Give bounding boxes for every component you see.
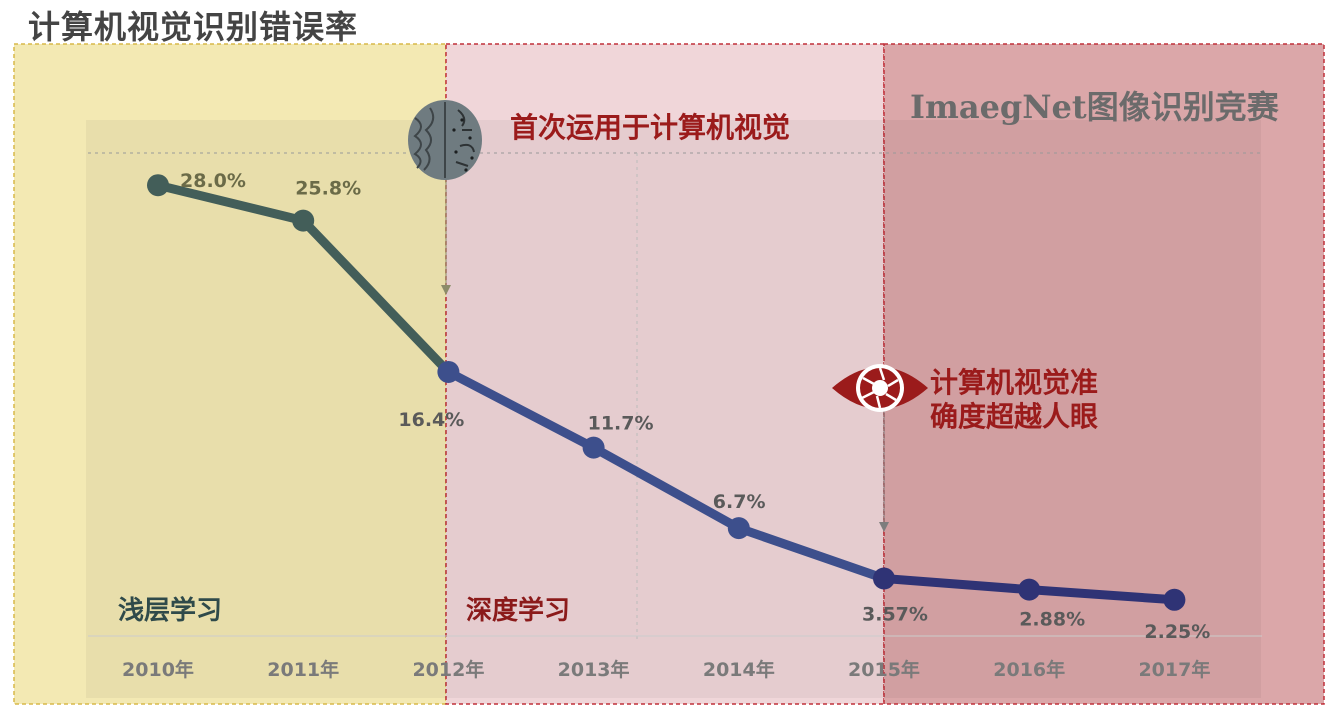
x-tick-label-2: 2012年 xyxy=(412,658,484,681)
data-label-7: 2.25% xyxy=(1144,621,1210,643)
data-point-4 xyxy=(727,517,750,540)
line-segment-1 xyxy=(298,216,453,377)
data-label-4: 6.7% xyxy=(713,491,766,513)
x-tick-label-7: 2017年 xyxy=(1138,658,1210,681)
camera-eye-icon xyxy=(832,364,928,412)
data-point-1 xyxy=(292,209,315,232)
line-segment-2 xyxy=(443,367,599,453)
data-label-3: 11.7% xyxy=(588,413,654,435)
data-point-3 xyxy=(582,436,605,459)
arrow-2015-head xyxy=(879,522,889,532)
arrow-2012-head xyxy=(441,285,451,295)
line-segment-0 xyxy=(153,180,308,226)
x-tick-label-5: 2015年 xyxy=(848,658,920,681)
first-use-annotation: 首次运用于计算机视觉 xyxy=(510,111,791,144)
line-segment-3 xyxy=(589,443,744,533)
deep-learning-label: 深度学习 xyxy=(466,596,571,626)
x-tick-label-6: 2016年 xyxy=(993,658,1065,681)
data-label-2: 16.4% xyxy=(398,409,464,431)
line-segment-5 xyxy=(879,574,1034,595)
data-point-6 xyxy=(1018,578,1041,601)
data-label-0: 28.0% xyxy=(180,170,246,192)
x-tick-label-3: 2013年 xyxy=(558,658,630,681)
x-tick-label-1: 2011年 xyxy=(267,658,339,681)
x-tick-label-4: 2014年 xyxy=(703,658,775,681)
data-label-1: 25.8% xyxy=(295,178,361,200)
data-label-6: 2.88% xyxy=(1019,609,1085,631)
line-segment-4 xyxy=(734,523,889,584)
data-point-0 xyxy=(147,174,169,197)
line-segment-6 xyxy=(1024,585,1179,605)
shallow-learning-label: 浅层学习 xyxy=(118,596,223,626)
page-title: 计算机视觉识别错误率 xyxy=(28,8,359,46)
data-label-5: 3.57% xyxy=(862,604,928,626)
brain-icon xyxy=(408,100,482,180)
data-point-2 xyxy=(437,360,460,383)
surpass-human-line2: 确度超越人眼 xyxy=(930,400,1099,433)
surpass-human-line1: 计算机视觉准 xyxy=(930,366,1099,399)
data-point-5 xyxy=(873,567,895,590)
deep-learning-zone xyxy=(445,43,885,705)
shallow-learning-zone xyxy=(13,43,447,705)
x-tick-label-0: 2010年 xyxy=(122,658,194,681)
surpass-human-annotation: 计算机视觉准 确度超越人眼 xyxy=(930,366,1098,434)
imagenet-annotation: ImaegNet图像识别竞赛 xyxy=(910,88,1279,126)
data-point-7 xyxy=(1163,588,1186,611)
